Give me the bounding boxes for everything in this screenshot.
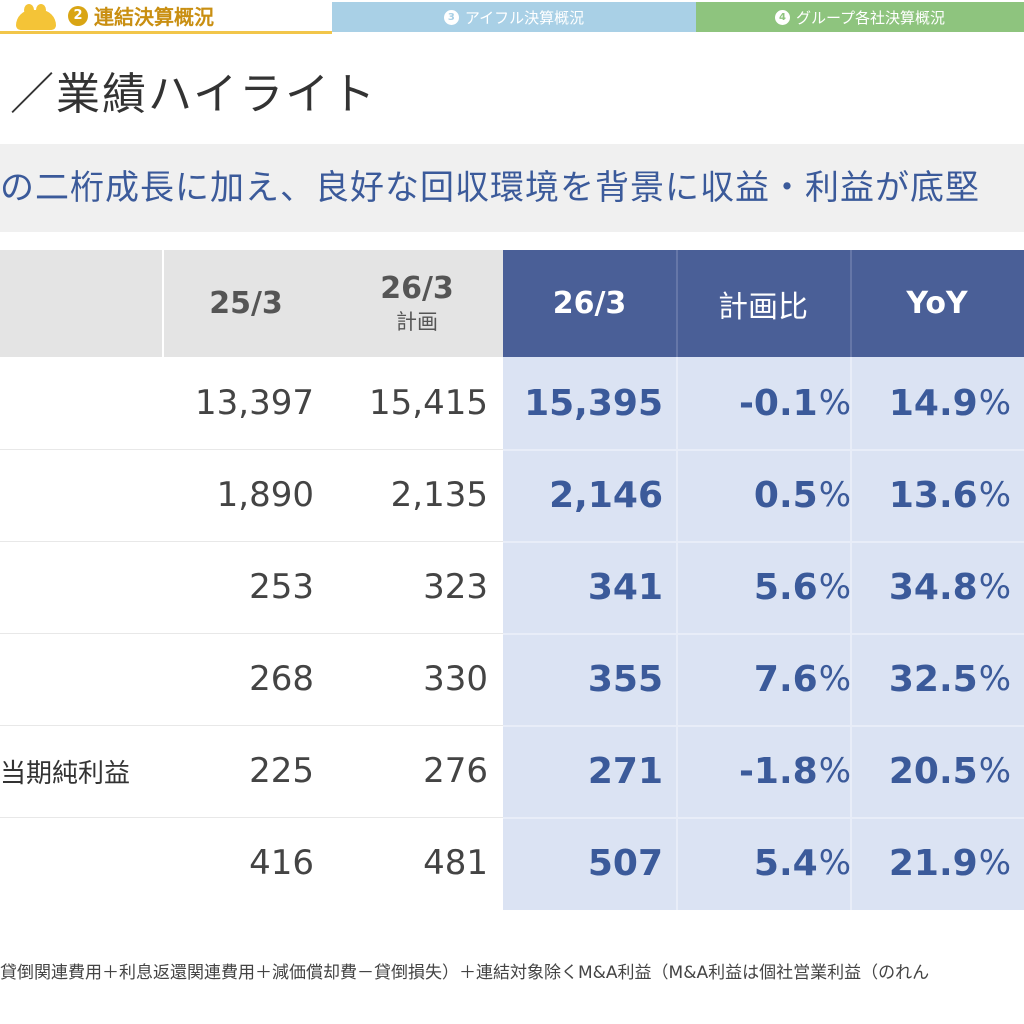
subtitle-band bbox=[0, 144, 1024, 232]
cell-25-3: 253 bbox=[249, 567, 314, 607]
cell-26-3-plan: 481 bbox=[423, 843, 488, 883]
tab-consolidated-summary[interactable]: 2 連結決算概況 bbox=[0, 0, 332, 34]
cell-25-3: 225 bbox=[249, 751, 314, 791]
footnote: 貸倒関連費用＋利息返還関連費用＋減価償却費－貸倒損失）＋連結対象除くM&A利益（… bbox=[0, 963, 930, 983]
tab-label: 連結決算概況 bbox=[94, 5, 214, 29]
tab-label: アイフル決算概況 bbox=[464, 8, 585, 27]
row-divider bbox=[0, 449, 503, 450]
cell-26-3: 355 bbox=[587, 658, 663, 700]
row-divider bbox=[0, 725, 503, 726]
cell-yoy: 21.9% bbox=[888, 842, 1011, 884]
row-divider bbox=[0, 541, 503, 542]
cell-vs-plan: -1.8% bbox=[738, 750, 851, 792]
cell-yoy: 32.5% bbox=[888, 658, 1011, 700]
table-header-blue bbox=[503, 250, 1024, 357]
cell-25-3: 1,890 bbox=[216, 475, 314, 515]
page-subtitle: の二桁成長に加え、良好な回収環境を背景に収益・利益が底堅 bbox=[0, 168, 980, 208]
cell-26-3: 2,146 bbox=[549, 474, 663, 516]
col-header-vs-plan: 計画比 bbox=[718, 289, 808, 325]
col-header-26-3: 26/3 bbox=[552, 286, 627, 321]
row-divider bbox=[503, 541, 1024, 543]
page-title: ／業績ハイライト bbox=[10, 69, 378, 120]
table-header-gray bbox=[0, 250, 503, 357]
cell-yoy: 13.6% bbox=[888, 474, 1011, 516]
cell-26-3-plan: 2,135 bbox=[390, 475, 488, 515]
cell-26-3: 507 bbox=[587, 842, 663, 884]
col-header-25-3: 25/3 bbox=[209, 286, 283, 321]
cell-26-3-plan: 323 bbox=[423, 567, 488, 607]
cell-yoy: 34.8% bbox=[888, 566, 1011, 608]
cell-vs-plan: 0.5% bbox=[753, 474, 851, 516]
row-divider bbox=[0, 817, 503, 818]
tab-number-badge: 4 bbox=[774, 9, 790, 25]
tab-aiful-summary[interactable]: 3 アイフル決算概況 bbox=[332, 2, 696, 32]
tab-number-badge: 2 bbox=[68, 5, 88, 26]
cell-yoy: 20.5% bbox=[888, 750, 1011, 792]
tab-group-companies-summary[interactable]: 4 グループ各社決算概況 bbox=[696, 2, 1024, 32]
cell-25-3: 13,397 bbox=[195, 383, 314, 423]
row-divider bbox=[503, 449, 1024, 451]
cell-vs-plan: 5.4% bbox=[753, 842, 851, 884]
row-label: 当期純利益 bbox=[0, 758, 131, 789]
cell-26-3-plan: 330 bbox=[423, 659, 488, 699]
row-divider bbox=[503, 817, 1024, 819]
row-divider bbox=[0, 633, 503, 634]
cell-26-3: 15,395 bbox=[524, 382, 663, 424]
cell-vs-plan: -0.1% bbox=[738, 382, 851, 424]
row-divider bbox=[503, 725, 1024, 727]
cell-26-3-plan: 15,415 bbox=[369, 383, 488, 423]
cell-vs-plan: 7.6% bbox=[753, 658, 851, 700]
tab-label: グループ各社決算概況 bbox=[795, 8, 946, 27]
cell-26-3-plan: 276 bbox=[423, 751, 488, 791]
mascot-logo-icon bbox=[14, 3, 58, 30]
cell-vs-plan: 5.6% bbox=[753, 566, 851, 608]
cell-yoy: 14.9% bbox=[888, 382, 1011, 424]
section-tab-bar: 2 連結決算概況 3 アイフル決算概況 4 グループ各社決算概況 bbox=[0, 0, 1024, 34]
row-divider bbox=[503, 633, 1024, 635]
cell-26-3: 341 bbox=[587, 566, 663, 608]
col-header-26-3-plan: 26/3 計画 bbox=[380, 271, 454, 334]
tab-number-badge: 3 bbox=[443, 9, 459, 25]
col-header-yoy: YoY bbox=[906, 286, 968, 321]
cell-25-3: 268 bbox=[249, 659, 314, 699]
cell-26-3: 271 bbox=[587, 750, 663, 792]
cell-25-3: 416 bbox=[249, 843, 314, 883]
